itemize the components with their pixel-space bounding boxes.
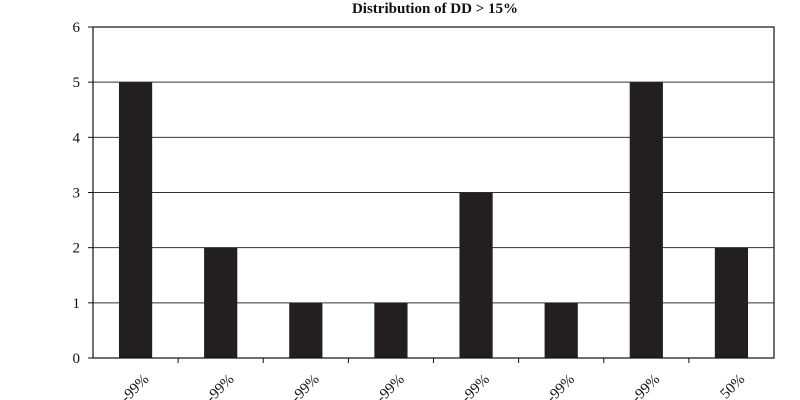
y-tick-label: 2: [73, 241, 81, 257]
bar: [714, 247, 749, 358]
gridlines: [93, 81, 774, 304]
x-axis-ticks: -99% -99% -99% -99% -99% -99% -99% 50%: [118, 358, 748, 400]
y-tick-label: 1: [73, 296, 81, 312]
x-tick-label: -99%: [203, 372, 237, 400]
bar: [374, 302, 408, 358]
bar: [118, 82, 153, 359]
bars: [118, 82, 749, 359]
chart-title: Distribution of DD > 15%: [352, 1, 518, 17]
x-tick-label: -99%: [373, 372, 407, 400]
y-tick-label: 3: [73, 186, 81, 202]
x-tick-label: -99%: [288, 372, 322, 400]
x-tick-label: -99%: [118, 372, 152, 400]
x-tick-label: -99%: [459, 372, 493, 400]
bar: [459, 192, 493, 358]
bar: [629, 82, 663, 359]
bar: [544, 302, 578, 358]
x-tick-label: 50%: [718, 372, 749, 400]
y-tick-label: 4: [73, 130, 81, 146]
y-tick-label: 6: [73, 20, 81, 36]
x-tick-label: -99%: [629, 372, 663, 400]
bar: [289, 302, 323, 358]
y-axis-ticks: 0 1 2 3 4 5 6: [73, 20, 93, 367]
y-tick-label: 0: [73, 351, 81, 367]
bar: [204, 247, 238, 358]
x-tick-label: -99%: [544, 372, 578, 400]
y-tick-label: 5: [73, 75, 81, 91]
